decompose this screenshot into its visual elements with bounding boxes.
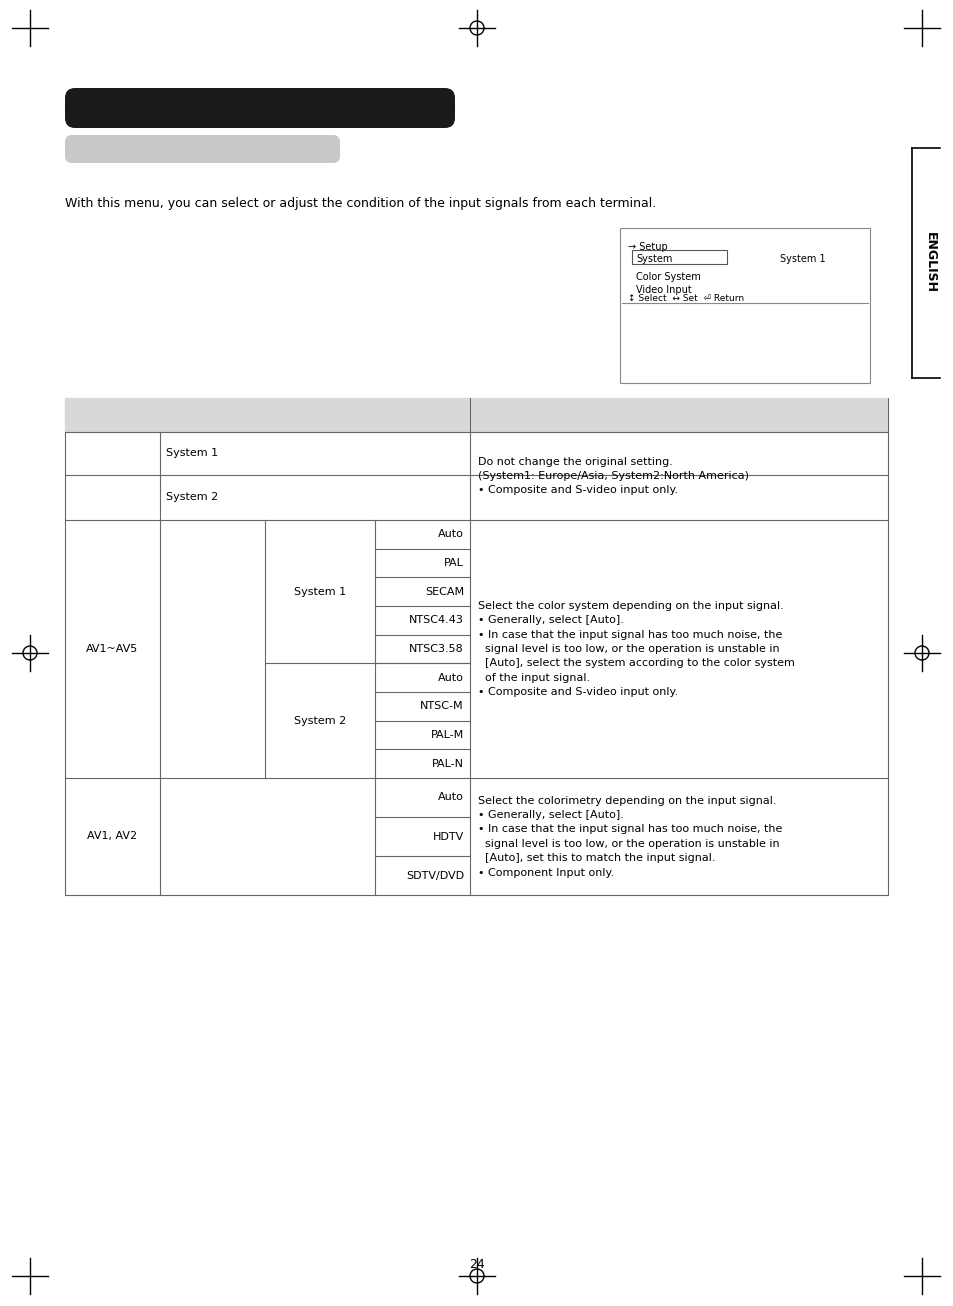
Text: System 1: System 1 — [294, 586, 346, 597]
FancyBboxPatch shape — [65, 88, 455, 128]
Bar — [65, 398, 887, 432]
Bar — [65, 398, 887, 895]
Text: AV1, AV2: AV1, AV2 — [88, 832, 137, 841]
Text: SECAM: SECAM — [424, 586, 463, 597]
Text: HDTV: HDTV — [433, 832, 463, 841]
Text: Select the colorimetry depending on the input signal.
• Generally, select [Auto]: Select the colorimetry depending on the … — [477, 795, 781, 878]
Text: System 2: System 2 — [166, 492, 218, 503]
Text: Color System: Color System — [636, 272, 700, 282]
Bar — [619, 229, 869, 383]
Text: System 2: System 2 — [294, 716, 346, 726]
Text: NTSC-M: NTSC-M — [420, 701, 463, 712]
Text: System 1: System 1 — [166, 448, 218, 458]
Text: Auto: Auto — [437, 673, 463, 683]
Text: NTSC3.58: NTSC3.58 — [409, 644, 463, 654]
Text: Video Input: Video Input — [636, 285, 691, 295]
Text: ENGLISH: ENGLISH — [923, 232, 936, 294]
Text: → Setup: → Setup — [627, 242, 667, 252]
FancyBboxPatch shape — [65, 135, 339, 163]
Text: PAL-N: PAL-N — [432, 759, 463, 769]
Text: Select the color system depending on the input signal.
• Generally, select [Auto: Select the color system depending on the… — [477, 601, 794, 697]
Text: SDTV/DVD: SDTV/DVD — [405, 871, 463, 880]
Text: Auto: Auto — [437, 793, 463, 802]
Text: PAL-M: PAL-M — [431, 730, 463, 741]
Text: With this menu, you can select or adjust the condition of the input signals from: With this menu, you can select or adjust… — [65, 197, 656, 210]
Text: NTSC4.43: NTSC4.43 — [409, 615, 463, 626]
Text: Do not change the original setting.
(System1: Europe/Asia, System2:North America: Do not change the original setting. (Sys… — [477, 457, 748, 495]
Bar — [631, 249, 726, 264]
Text: System: System — [636, 253, 672, 264]
Text: ↕ Select  ↔ Set  ⏎ Return: ↕ Select ↔ Set ⏎ Return — [627, 294, 743, 303]
Text: PAL: PAL — [444, 558, 463, 568]
Text: 24: 24 — [469, 1259, 484, 1272]
Text: System 1: System 1 — [780, 253, 824, 264]
Text: Auto: Auto — [437, 529, 463, 539]
Text: AV1~AV5: AV1~AV5 — [87, 644, 138, 654]
